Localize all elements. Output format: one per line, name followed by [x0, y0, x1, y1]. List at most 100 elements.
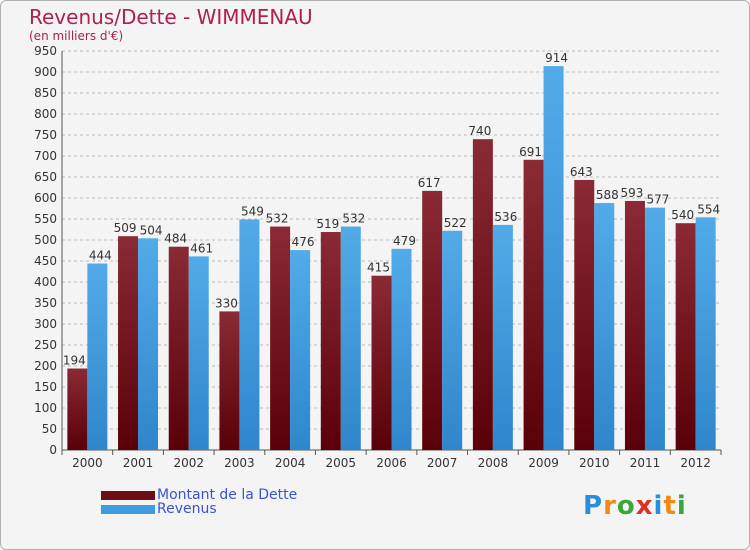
data-label-revenus: 549 [241, 204, 264, 218]
legend-label-dette: Montant de la Dette [157, 487, 298, 503]
y-tick-label: 700 [34, 149, 57, 163]
logo-letter: t [663, 491, 677, 521]
data-label-dette: 330 [215, 296, 238, 310]
legend-item-dette: Montant de la Dette [101, 487, 297, 503]
x-tick-label: 2006 [376, 456, 407, 470]
bar-revenus [594, 203, 615, 450]
bar-dette [168, 246, 189, 450]
data-label-dette: 691 [519, 145, 542, 159]
bar-dette [118, 236, 139, 450]
data-label-revenus: 522 [444, 216, 467, 230]
logo-letter: i [676, 491, 687, 521]
y-tick-label: 600 [34, 191, 57, 205]
logo-letter: x [635, 491, 654, 521]
bar-revenus [442, 230, 463, 450]
data-label-dette: 617 [418, 176, 441, 190]
y-tick-label: 950 [34, 44, 57, 58]
bar-revenus [290, 250, 311, 450]
logo-letter: P [583, 491, 604, 521]
y-tick-label: 350 [34, 296, 57, 310]
bar-dette [422, 190, 443, 451]
data-label-dette: 532 [266, 212, 289, 226]
y-tick-label: 0 [49, 443, 57, 457]
data-label-revenus: 914 [545, 51, 568, 65]
y-tick-label: 50 [42, 422, 57, 436]
bar-dette [219, 311, 240, 450]
bar-revenus [188, 256, 209, 450]
data-label-revenus: 554 [697, 202, 720, 216]
x-tick-label: 2008 [478, 456, 509, 470]
bar-dette [371, 275, 392, 450]
y-tick-label: 200 [34, 359, 57, 373]
chart-subtitle: (en milliers d'€) [29, 29, 124, 43]
y-tick-label: 100 [34, 401, 57, 415]
data-label-dette: 484 [164, 232, 187, 246]
y-tick-label: 250 [34, 338, 57, 352]
x-tick-label: 2001 [123, 456, 154, 470]
y-tick-label: 300 [34, 317, 57, 331]
bar-dette [270, 226, 291, 450]
data-label-dette: 509 [114, 221, 137, 235]
y-tick-label: 750 [34, 128, 57, 142]
logo-letter: o [616, 491, 636, 521]
bar-revenus [543, 66, 564, 451]
y-tick-label: 800 [34, 107, 57, 121]
legend-swatch-revenus [101, 504, 155, 514]
legend-label-revenus: Revenus [157, 501, 217, 517]
bar-revenus [340, 226, 361, 450]
x-tick-label: 2005 [326, 456, 357, 470]
data-label-revenus: 532 [342, 212, 365, 226]
data-label-dette: 415 [367, 261, 390, 275]
legend-swatch-dette [101, 490, 155, 500]
bar-revenus [239, 219, 260, 450]
bar-dette [472, 139, 493, 450]
data-label-dette: 740 [468, 124, 491, 138]
y-tick-label: 550 [34, 212, 57, 226]
x-tick-label: 2012 [680, 456, 711, 470]
logo-letter: i [653, 491, 664, 521]
x-tick-label: 2002 [173, 456, 204, 470]
bar-revenus [138, 238, 159, 450]
x-tick-label: 2000 [72, 456, 103, 470]
data-label-revenus: 461 [190, 241, 213, 255]
y-tick-label: 500 [34, 233, 57, 247]
data-label-revenus: 536 [494, 210, 517, 224]
y-tick-label: 150 [34, 380, 57, 394]
x-tick-label: 2011 [630, 456, 661, 470]
x-tick-label: 2004 [275, 456, 306, 470]
y-tick-label: 400 [34, 275, 57, 289]
y-tick-label: 850 [34, 86, 57, 100]
proxiti-logo: Proxiti [583, 491, 687, 521]
data-label-revenus: 588 [596, 188, 619, 202]
bar-dette [675, 223, 696, 450]
y-tick-label: 450 [34, 254, 57, 268]
x-tick-label: 2007 [427, 456, 458, 470]
bar-revenus [391, 248, 412, 450]
data-label-revenus: 504 [140, 223, 163, 237]
bar-revenus [644, 207, 665, 450]
bar-dette [624, 200, 645, 450]
data-label-dette: 540 [671, 208, 694, 222]
data-label-revenus: 476 [292, 235, 315, 249]
y-tick-label: 900 [34, 65, 57, 79]
bar-revenus [87, 263, 108, 450]
bar-dette [320, 232, 341, 450]
bar-revenus [695, 217, 716, 450]
data-label-dette: 593 [621, 186, 644, 200]
y-tick-label: 650 [34, 170, 57, 184]
x-tick-label: 2010 [579, 456, 610, 470]
logo-letter: r [603, 491, 617, 521]
bar-revenus [492, 224, 513, 450]
data-label-revenus: 444 [89, 249, 112, 263]
data-label-dette: 519 [316, 217, 339, 231]
x-tick-label: 2003 [224, 456, 255, 470]
bar-dette [523, 159, 544, 450]
data-label-dette: 643 [570, 165, 593, 179]
bar-dette [67, 368, 88, 450]
data-label-revenus: 479 [393, 234, 416, 248]
data-label-dette: 194 [63, 354, 86, 368]
x-tick-label: 2009 [528, 456, 559, 470]
legend-item-revenus: Revenus [101, 501, 217, 517]
